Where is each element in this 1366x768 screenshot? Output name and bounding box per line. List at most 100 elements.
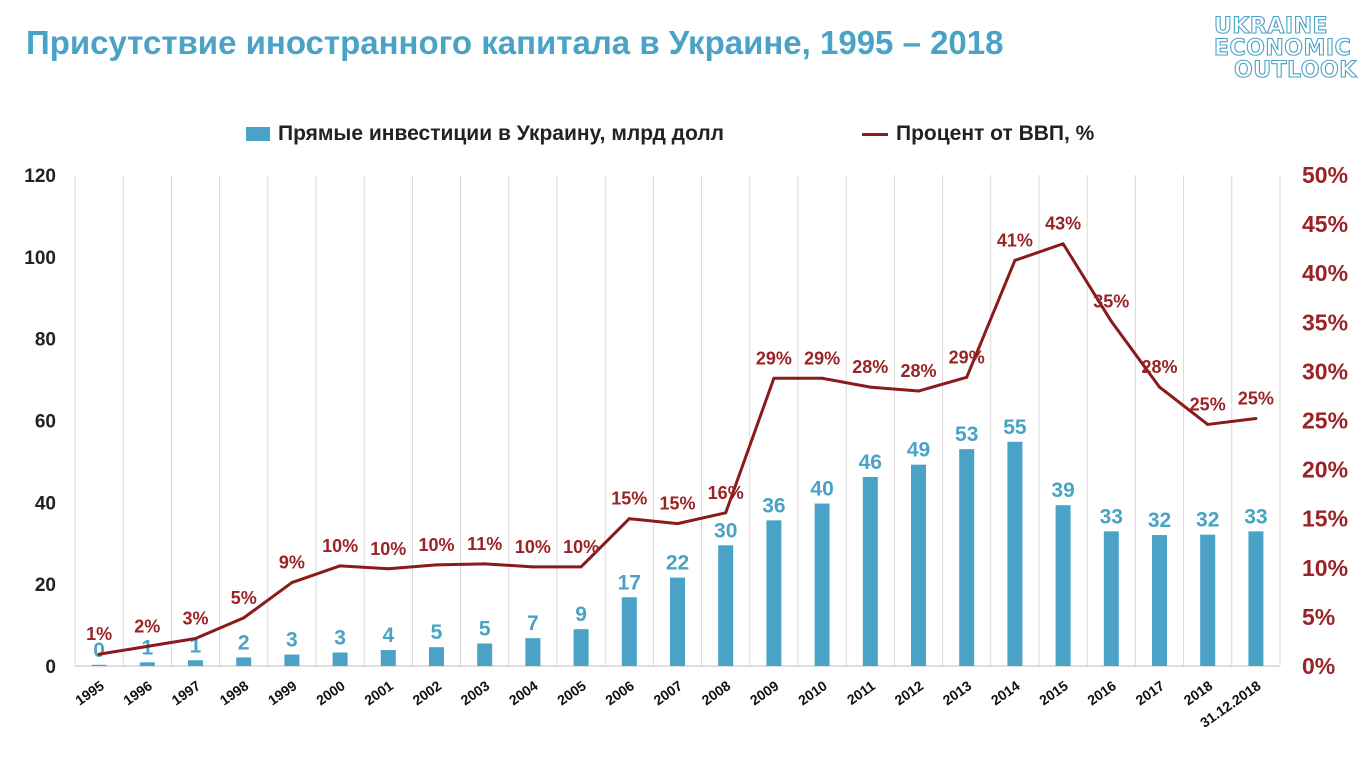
bar: [1103, 531, 1119, 666]
bar: [1007, 441, 1023, 666]
bar: [573, 629, 589, 666]
bar-data-label: 7: [527, 612, 539, 635]
bar: [1152, 535, 1167, 666]
bar: [139, 662, 155, 666]
bar: [284, 654, 300, 666]
x-tick-label: 2006: [602, 677, 637, 708]
bar: [911, 464, 926, 666]
x-tick-label: 2007: [651, 677, 686, 708]
line-point: [531, 565, 535, 569]
y-right-tick-label: 45%: [1302, 211, 1348, 237]
bar-data-label: 2: [238, 631, 250, 654]
line-point: [338, 564, 342, 568]
x-tick-label: 2011: [844, 677, 878, 708]
y-right-tick-label: 0%: [1302, 653, 1335, 679]
y-right-tick-label: 15%: [1302, 506, 1348, 532]
x-tick-label: 2016: [1084, 677, 1119, 708]
bar-data-label: 32: [1196, 509, 1219, 532]
line-point: [1109, 319, 1113, 323]
line-data-label: 10%: [370, 539, 406, 559]
legend-line-swatch: [862, 132, 888, 136]
bar-data-label: 5: [431, 621, 443, 644]
bar-data-label: 0: [93, 639, 105, 662]
line-point: [242, 616, 246, 620]
bar: [332, 652, 348, 666]
x-tick-label: 2017: [1133, 677, 1168, 708]
bar-data-label: 33: [1100, 505, 1123, 528]
legend-item-line: Процент от ВВП, %: [862, 122, 1094, 146]
bar-data-label: 3: [286, 629, 298, 652]
x-tick-label: 2009: [747, 677, 782, 708]
y-right-tick-label: 20%: [1302, 457, 1348, 483]
bar: [959, 449, 975, 666]
line-data-label: 28%: [900, 361, 936, 381]
bar-data-label: 36: [762, 494, 785, 517]
y-right-tick-label: 35%: [1302, 309, 1348, 335]
page-title: Присутствие иностранного капитала в Укра…: [26, 24, 1004, 61]
x-tick-label: 1995: [72, 677, 107, 708]
line-data-label: 16%: [708, 483, 744, 503]
line-point: [435, 563, 438, 567]
bar: [862, 476, 878, 666]
line-point: [868, 385, 872, 389]
logo-line-3: OUTLOOK: [1233, 58, 1357, 83]
x-tick-label: 1996: [120, 677, 155, 708]
line-point: [772, 376, 776, 380]
y-left-tick-label: 60: [35, 412, 56, 433]
line-point: [917, 389, 920, 393]
x-tick-label: 2003: [458, 677, 493, 708]
bar: [91, 664, 107, 666]
line-data-label: 10%: [515, 537, 551, 557]
bar: [1200, 534, 1216, 666]
x-tick-label: 2018: [1181, 677, 1216, 708]
bar-data-label: 9: [575, 603, 587, 626]
line-data-label: 35%: [1093, 291, 1129, 311]
line-point: [1061, 242, 1065, 246]
line-point: [724, 511, 728, 515]
line-data-label: 29%: [949, 347, 985, 367]
line-data-label: 29%: [804, 348, 840, 368]
bar: [718, 545, 734, 666]
x-tick-label: 2001: [361, 677, 396, 708]
bar: [814, 503, 830, 666]
y-left-tick-label: 0: [45, 657, 56, 678]
bar-data-label: 22: [666, 552, 689, 575]
x-tick-label: 2010: [795, 677, 830, 708]
line-data-label: 15%: [659, 494, 695, 514]
y-left-tick-label: 80: [35, 330, 56, 351]
line-data-label: 41%: [997, 230, 1033, 250]
y-left-tick-label: 20: [35, 575, 56, 596]
y-right-tick-label: 10%: [1302, 555, 1348, 581]
x-tick-label: 1999: [265, 677, 300, 708]
bar: [621, 597, 637, 666]
y-left-tick-label: 120: [24, 166, 56, 187]
line-data-label: 28%: [1141, 357, 1177, 377]
bar: [1055, 505, 1071, 666]
x-tick-label: 2005: [554, 677, 589, 708]
bar-data-label: 5: [479, 617, 491, 640]
bar-data-label: 4: [382, 624, 394, 647]
line-point: [194, 637, 197, 641]
logo-line-2: ECONOMIC: [1213, 36, 1352, 61]
y-right-tick-label: 5%: [1302, 604, 1335, 630]
bar-data-label: 40: [810, 478, 833, 501]
bar-data-label: 46: [859, 451, 882, 474]
line-point: [290, 581, 294, 585]
line-point: [1254, 417, 1258, 421]
line-data-label: 10%: [418, 535, 454, 555]
x-tick-label: 2015: [1036, 677, 1071, 708]
line-data-label: 11%: [467, 534, 502, 554]
bar: [766, 520, 782, 666]
logo-line-1: UKRAINE: [1213, 14, 1329, 39]
line-point: [386, 567, 390, 571]
line-data-label: 43%: [1045, 214, 1081, 234]
x-tick-label: 1997: [169, 677, 204, 708]
bar-data-label: 32: [1148, 509, 1171, 532]
y-left-tick-label: 100: [24, 248, 56, 269]
line-point: [820, 376, 824, 380]
x-tick-label: 2002: [410, 677, 445, 708]
line-point: [483, 562, 487, 566]
legend-label-bars: Прямые инвестиции в Украину, млрд долл: [278, 122, 724, 145]
line-point: [1013, 258, 1017, 262]
